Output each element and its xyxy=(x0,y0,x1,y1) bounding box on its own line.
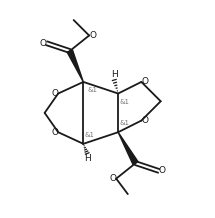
Text: &1: &1 xyxy=(119,120,129,126)
Text: O: O xyxy=(40,39,47,48)
Text: O: O xyxy=(109,174,116,183)
Text: O: O xyxy=(159,166,166,175)
Text: &1: &1 xyxy=(84,132,94,138)
Text: O: O xyxy=(89,31,96,40)
Polygon shape xyxy=(118,132,138,165)
Text: O: O xyxy=(51,128,58,137)
Polygon shape xyxy=(67,50,83,82)
Text: O: O xyxy=(51,89,58,98)
Text: &1: &1 xyxy=(119,99,129,105)
Text: H: H xyxy=(111,70,118,79)
Text: H: H xyxy=(84,154,91,164)
Text: &1: &1 xyxy=(87,87,97,93)
Text: O: O xyxy=(141,77,148,86)
Text: O: O xyxy=(141,116,148,125)
